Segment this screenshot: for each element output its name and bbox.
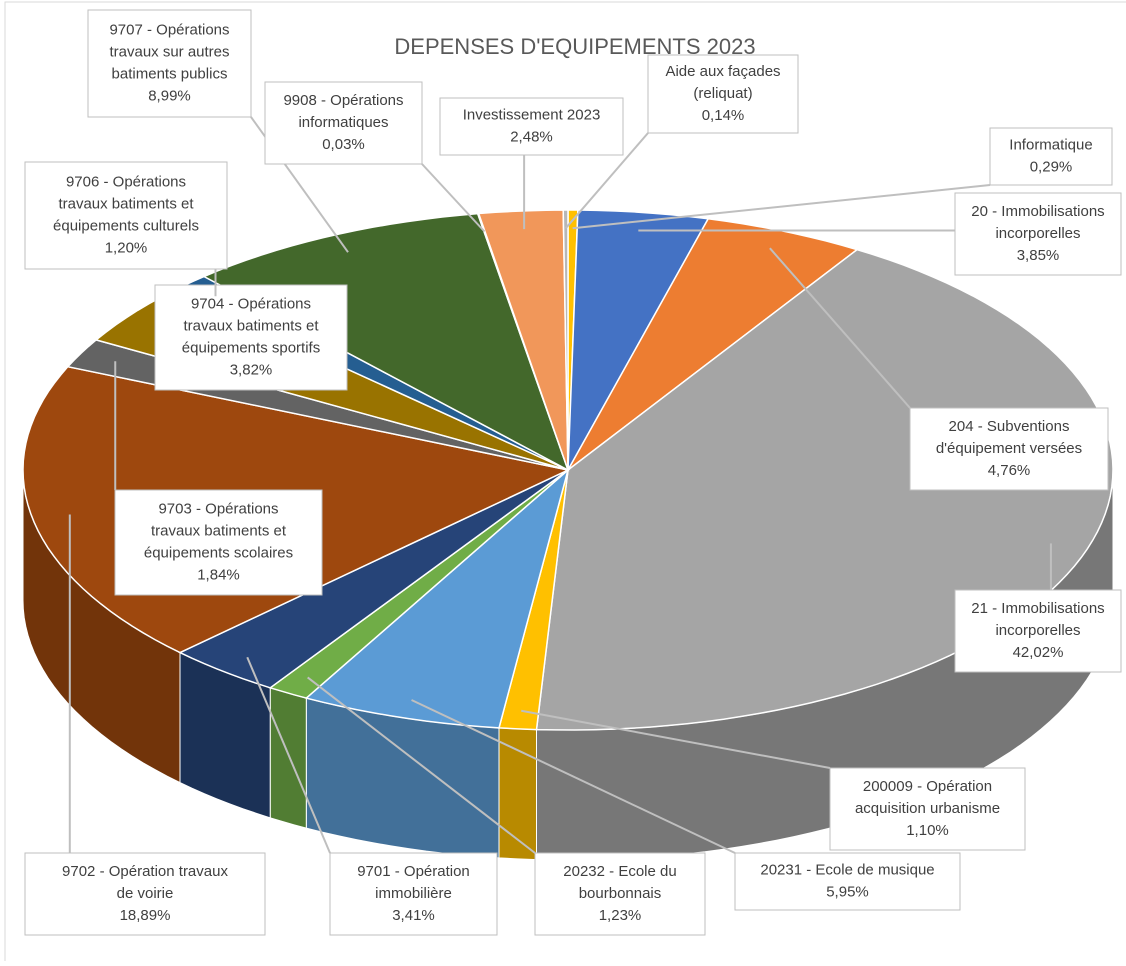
- label-box: [534, 852, 706, 936]
- label-box: [154, 284, 348, 391]
- data-label: batiments publics: [112, 65, 228, 82]
- data-label: travaux batiments et: [183, 317, 319, 334]
- leader-line: [421, 163, 486, 233]
- data-label: travaux batiments et: [58, 195, 194, 212]
- data-label: 20 - Immobilisations: [971, 203, 1104, 220]
- data-label: travaux sur autres: [109, 43, 229, 60]
- data-label: Informatique: [1009, 136, 1092, 153]
- label-box: [329, 852, 498, 936]
- data-label: 20232 - Ecole du: [563, 863, 676, 880]
- label-box: [24, 161, 228, 270]
- label-box: [734, 852, 961, 911]
- slice: [567, 209, 710, 471]
- leader-line: [769, 247, 911, 409]
- slice: [477, 209, 569, 471]
- slice: [567, 217, 859, 471]
- slice: [178, 469, 569, 689]
- data-label: incorporelles: [995, 225, 1080, 242]
- data-label: bourbonnais: [579, 885, 662, 902]
- data-label-value: 4,76%: [988, 462, 1031, 479]
- label-box: [829, 767, 1026, 851]
- data-label-value: 42,02%: [1013, 644, 1064, 661]
- data-label-value: 5,95%: [826, 883, 869, 900]
- leader-line: [411, 699, 736, 854]
- label-box: [264, 81, 423, 165]
- leader-line: [572, 184, 991, 230]
- data-label: équipements culturels: [53, 217, 199, 234]
- data-label: travaux batiments et: [151, 522, 287, 539]
- data-label: incorporelles: [995, 622, 1080, 639]
- data-label-value: 3,41%: [392, 907, 435, 924]
- data-label-value: 0,14%: [702, 107, 745, 124]
- label-box: [954, 589, 1122, 673]
- data-label: 200009 - Opération: [863, 778, 992, 795]
- data-label: 9702 - Opération travaux: [62, 863, 228, 880]
- data-label: Investissement 2023: [463, 106, 601, 123]
- slice-side: [269, 687, 307, 829]
- data-label: 9703 - Opérations: [158, 500, 278, 517]
- data-label-value: 1,84%: [197, 566, 240, 583]
- data-label: 21 - Immobilisations: [971, 600, 1104, 617]
- data-label: 9908 - Opérations: [283, 92, 403, 109]
- data-label-value: 2,48%: [510, 128, 553, 145]
- data-label: 204 - Subventions: [949, 418, 1070, 435]
- label-box: [114, 489, 323, 596]
- data-label: 9706 - Opérations: [66, 173, 186, 190]
- data-label: acquisition urbanisme: [855, 800, 1000, 817]
- label-box: [647, 54, 799, 134]
- data-label: d'équipement versées: [936, 440, 1082, 457]
- data-label: 20231 - Ecole de musique: [760, 861, 934, 878]
- label-box: [954, 192, 1122, 276]
- data-label-value: 1,10%: [906, 822, 949, 839]
- data-label: (reliquat): [693, 85, 752, 102]
- data-label: 9701 - Opération: [357, 863, 470, 880]
- leader-line: [246, 656, 331, 854]
- leader-line: [307, 676, 536, 854]
- slice: [304, 467, 570, 729]
- data-label: équipements sportifs: [182, 339, 320, 356]
- label-box: [989, 127, 1113, 186]
- data-label: informatiques: [298, 114, 388, 131]
- data-label: 9704 - Opérations: [191, 295, 311, 312]
- data-label: de voirie: [117, 885, 174, 902]
- label-box: [87, 9, 252, 118]
- data-label: 9707 - Opérations: [109, 21, 229, 38]
- leader-line: [565, 132, 649, 229]
- data-label-value: 3,85%: [1017, 247, 1060, 264]
- data-label: équipements scolaires: [144, 544, 293, 561]
- data-label-value: 0,29%: [1030, 158, 1073, 175]
- slice: [202, 212, 570, 472]
- data-label: immobilière: [375, 885, 452, 902]
- data-label-value: 1,23%: [599, 907, 642, 924]
- data-label: Aide aux façades: [665, 63, 780, 80]
- data-label-value: 0,03%: [322, 136, 365, 153]
- data-label-value: 18,89%: [120, 907, 171, 924]
- leader-line: [521, 709, 831, 769]
- data-label-value: 1,20%: [105, 239, 148, 256]
- label-box: [24, 852, 266, 936]
- data-label-value: 3,82%: [230, 361, 273, 378]
- label-box: [909, 407, 1109, 491]
- slice: [562, 209, 569, 471]
- label-box: [439, 97, 624, 156]
- data-label-value: 8,99%: [148, 87, 191, 104]
